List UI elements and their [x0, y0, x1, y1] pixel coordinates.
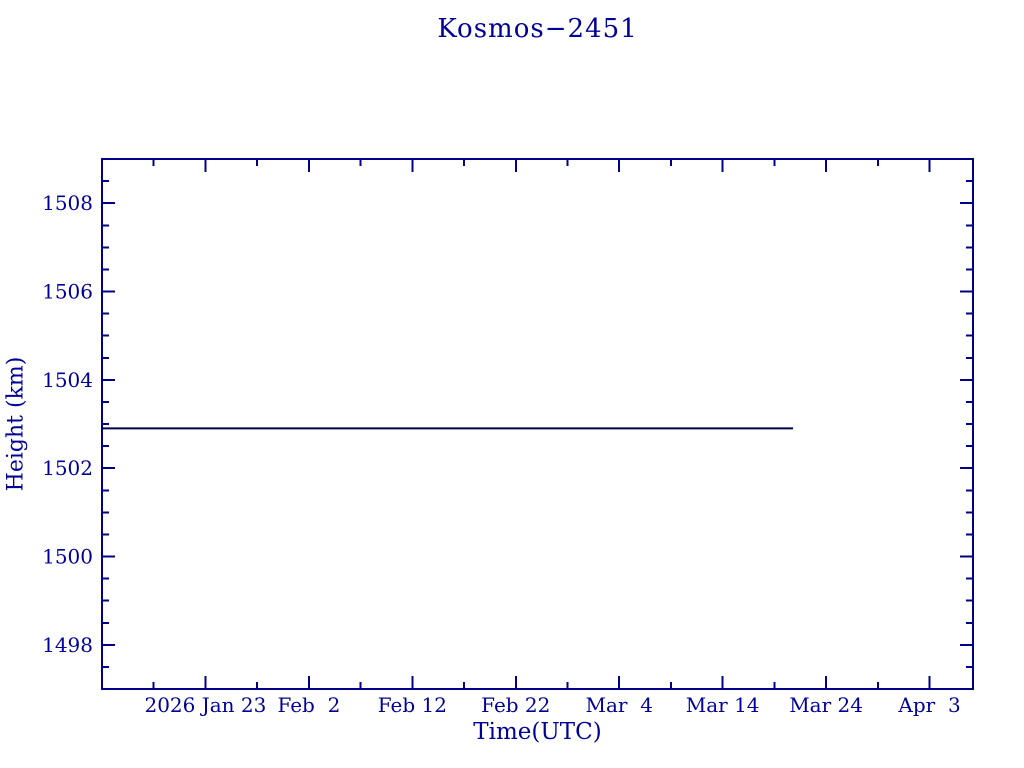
- x-tick-label: Feb 12: [378, 693, 447, 717]
- x-tick-label: Feb 2: [277, 693, 340, 717]
- x-tick-label: Mar 4: [586, 693, 653, 717]
- y-tick-label: 1498: [42, 633, 93, 657]
- chart-title: Kosmos−2451: [437, 14, 638, 44]
- y-tick-label: 1504: [42, 368, 93, 392]
- x-axis-label: Time(UTC): [473, 719, 602, 745]
- x-tick-label: Apr 3: [897, 693, 960, 717]
- y-tick-label: 1508: [42, 191, 93, 215]
- x-tick-label: 2026 Jan 23: [144, 693, 266, 717]
- x-tick-label: Mar 14: [686, 693, 760, 717]
- y-tick-label: 1500: [42, 545, 93, 569]
- plot-border: [101, 158, 974, 690]
- y-tick-label: 1506: [42, 280, 93, 304]
- x-tick-label: Feb 22: [481, 693, 550, 717]
- x-tick-label: Mar 24: [789, 693, 863, 717]
- y-tick-label: 1502: [42, 456, 93, 480]
- y-axis-label: Height (km): [3, 356, 29, 492]
